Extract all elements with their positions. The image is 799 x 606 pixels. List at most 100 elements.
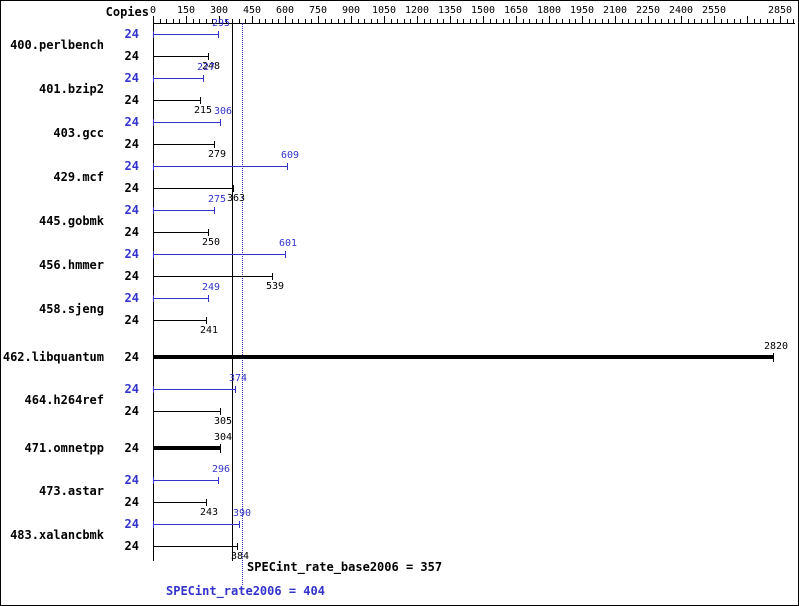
axis-minor-tick <box>490 19 491 23</box>
axis-minor-tick <box>391 19 392 23</box>
axis-tick-label: 600 <box>275 5 295 16</box>
benchmark-label: 401.bzip2 <box>38 82 104 96</box>
axis-minor-tick <box>199 19 200 23</box>
bar-end-cap <box>287 163 288 170</box>
axis-tick-label: 1050 <box>371 5 397 16</box>
bar-start-cap <box>153 119 154 126</box>
value-label-base: 250 <box>201 237 221 248</box>
axis-minor-tick <box>760 19 761 23</box>
benchmark-label: 458.sjeng <box>38 302 104 316</box>
bar-peak <box>153 480 218 481</box>
axis-tick-label: 1950 <box>569 5 595 16</box>
benchmark-label: 464.h264ref <box>24 393 104 407</box>
bar-peak <box>153 298 208 299</box>
bar-start-cap <box>153 141 154 148</box>
bar-end-cap <box>272 273 273 280</box>
bar-end-cap <box>214 141 215 148</box>
bar-peak <box>153 34 218 35</box>
value-label-base: 243 <box>199 507 219 518</box>
axis-minor-tick <box>410 19 411 23</box>
bar-median <box>153 355 773 359</box>
axis-minor-tick <box>688 19 689 23</box>
bar-end-cap <box>208 53 209 60</box>
axis-minor-tick <box>331 19 332 23</box>
bar-peak <box>153 166 287 167</box>
axis-tick-label: 1500 <box>470 5 496 16</box>
copies-label-peak: 24 <box>124 291 139 305</box>
bar-peak <box>153 524 239 525</box>
axis-minor-tick <box>754 19 755 23</box>
axis-tick-label: 2850 <box>767 5 793 16</box>
bar-end-cap <box>220 444 221 453</box>
value-label-peak: 390 <box>232 508 252 519</box>
axis-minor-tick <box>476 19 477 23</box>
axis-minor-tick <box>239 19 240 23</box>
axis-minor-tick <box>556 19 557 23</box>
benchmark-label: 483.xalancbmk <box>10 528 104 542</box>
axis-major-tick <box>318 16 319 23</box>
peak-metric-label: SPECint_rate2006 = 404 <box>166 584 325 598</box>
copies-label-base: 24 <box>124 225 139 239</box>
axis-minor-tick <box>595 19 596 23</box>
copies-label-base: 24 <box>124 181 139 195</box>
axis-minor-tick <box>701 19 702 23</box>
copies-label-base: 24 <box>124 313 139 327</box>
axis-minor-tick <box>562 19 563 23</box>
bar-end-cap <box>220 408 221 415</box>
bar-end-cap <box>235 386 236 393</box>
copies-label-peak: 24 <box>124 247 139 261</box>
axis-minor-tick <box>694 19 695 23</box>
bar-end-cap <box>208 229 209 236</box>
axis-tick-label: 1200 <box>404 5 430 16</box>
axis-tick-label: 900 <box>341 5 361 16</box>
axis-minor-tick <box>589 19 590 23</box>
axis-minor-tick <box>305 19 306 23</box>
axis-minor-tick <box>259 19 260 23</box>
axis-major-tick <box>648 16 649 23</box>
axis-minor-tick <box>575 19 576 23</box>
bar-end-cap <box>237 543 238 550</box>
axis-minor-tick <box>470 19 471 23</box>
bar-start-cap <box>153 251 154 258</box>
axis-minor-tick <box>773 19 774 23</box>
bar-end-cap <box>214 207 215 214</box>
bar-peak <box>153 389 235 390</box>
axis-tick-label: 150 <box>176 5 196 16</box>
axis-minor-tick <box>160 19 161 23</box>
bar-end-cap <box>220 119 221 126</box>
axis-minor-tick <box>226 19 227 23</box>
bar-start-cap <box>153 477 154 484</box>
axis-tick-label: 300 <box>209 5 229 16</box>
benchmark-label: 445.gobmk <box>38 214 104 228</box>
copies-label-base: 24 <box>124 137 139 151</box>
value-label-base: 215 <box>193 105 213 116</box>
value-label-base: 363 <box>226 193 246 204</box>
bar-base <box>153 546 237 547</box>
value-label-base: 279 <box>207 149 227 160</box>
axis-minor-tick <box>292 19 293 23</box>
bar-end-cap <box>208 295 209 302</box>
value-label-peak: 295 <box>211 18 231 29</box>
axis-minor-tick <box>767 19 768 23</box>
benchmark-label: 473.astar <box>38 484 104 498</box>
bar-start-cap <box>153 53 154 60</box>
copies-column-header: Copies <box>105 5 149 19</box>
copies-label-base: 24 <box>124 93 139 107</box>
copies-label-peak: 24 <box>124 382 139 396</box>
axis-minor-tick <box>443 19 444 23</box>
value-label-base: 305 <box>213 416 233 427</box>
axis-minor-tick <box>166 19 167 23</box>
value-label-median: 2820 <box>763 341 789 352</box>
copies-label-peak: 24 <box>124 159 139 173</box>
value-label-peak: 275 <box>207 194 227 205</box>
copies-label-base: 24 <box>124 404 139 418</box>
bar-start-cap <box>153 185 154 192</box>
copies-label-base: 24 <box>124 49 139 63</box>
axis-minor-tick <box>463 19 464 23</box>
axis-major-tick <box>351 16 352 23</box>
axis-major-tick <box>549 16 550 23</box>
benchmark-label: 429.mcf <box>53 170 104 184</box>
axis-minor-tick <box>523 19 524 23</box>
axis-minor-tick <box>727 19 728 23</box>
axis-tick-label: 1650 <box>503 5 529 16</box>
